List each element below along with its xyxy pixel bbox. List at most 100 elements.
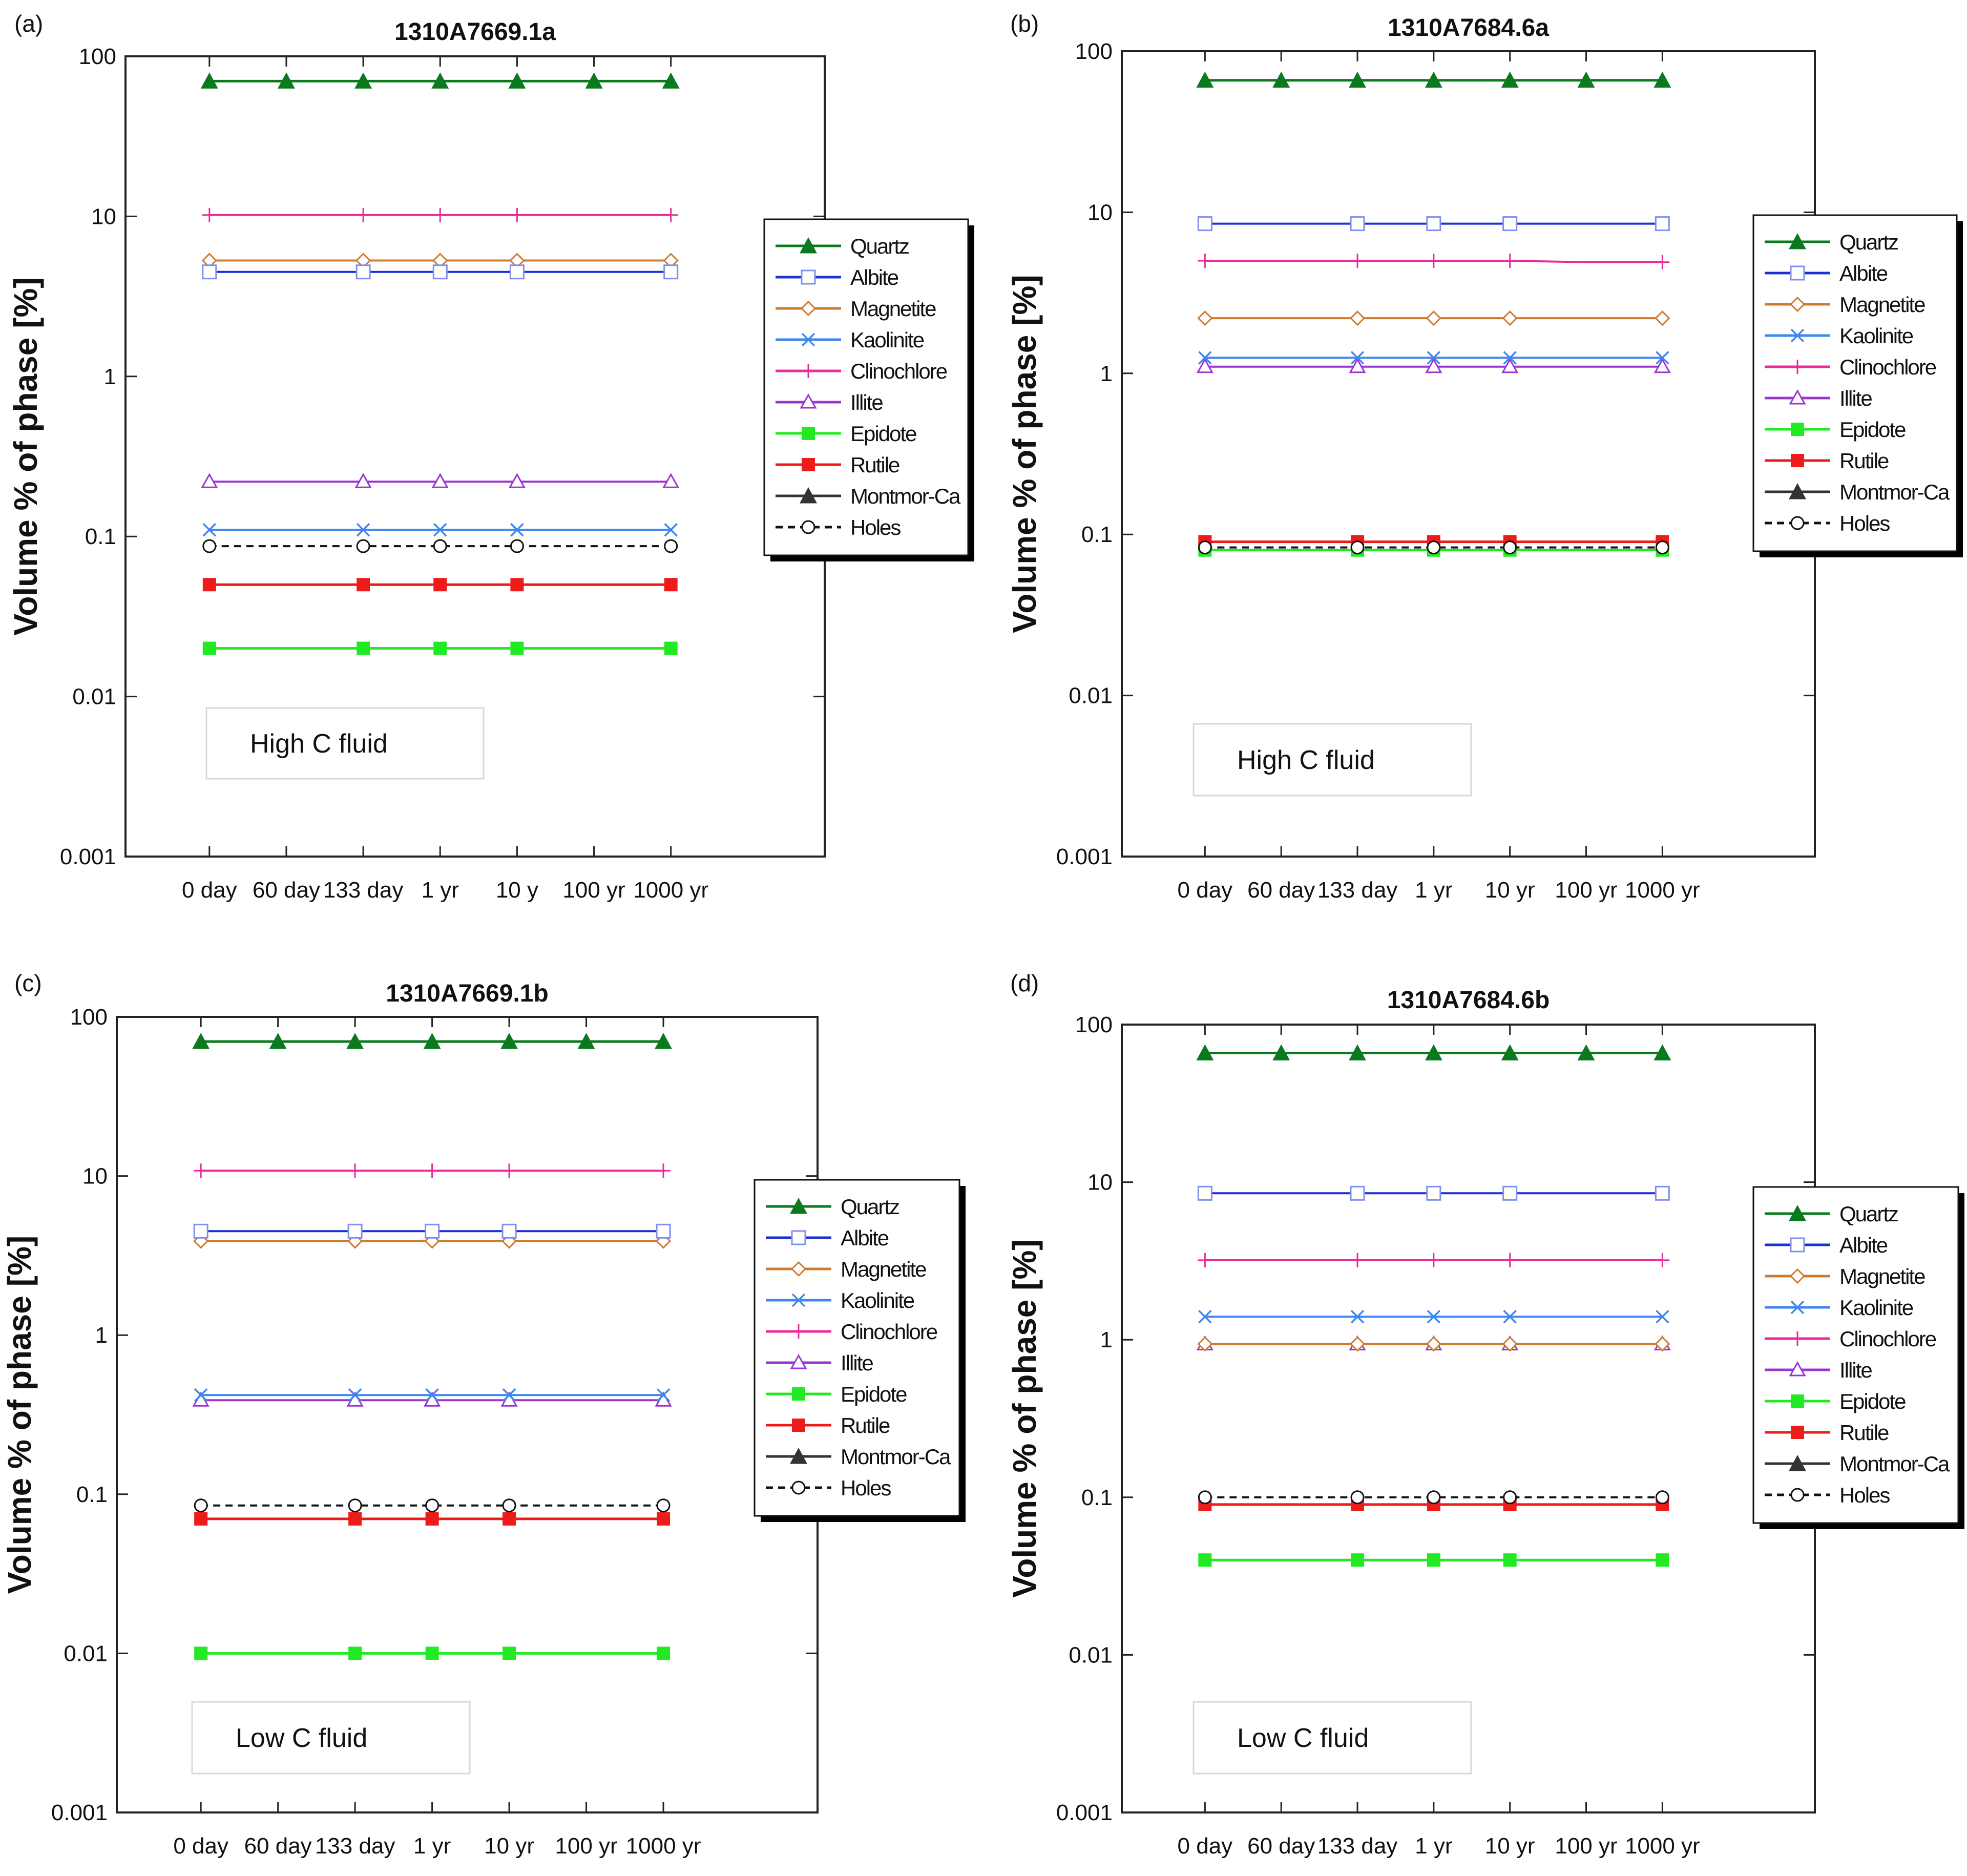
x-tick-label: 0 day bbox=[1178, 1833, 1233, 1859]
data-point bbox=[1350, 216, 1365, 232]
x-tick-label: 100 yr bbox=[1555, 1833, 1617, 1859]
x-tick-label: 1000 yr bbox=[1625, 878, 1700, 903]
legend-marker bbox=[791, 1481, 806, 1495]
data-point bbox=[662, 473, 680, 488]
data-point bbox=[193, 1223, 208, 1239]
y-tick-label: 0.001 bbox=[1056, 1800, 1113, 1825]
y-axis-label: Volume % of phase [%] bbox=[1006, 275, 1043, 633]
legend-marker bbox=[1789, 1361, 1806, 1377]
data-point bbox=[1654, 358, 1671, 373]
fluid-annotation-text: Low C fluid bbox=[236, 1723, 367, 1753]
data-point bbox=[1655, 216, 1670, 232]
data-point bbox=[657, 1646, 671, 1660]
data-point bbox=[201, 473, 218, 488]
data-point bbox=[1350, 254, 1365, 268]
y-tick-label: 1 bbox=[95, 1323, 108, 1348]
series-kaolinite bbox=[202, 523, 678, 537]
legend-label: Holes bbox=[1839, 1483, 1890, 1507]
data-point bbox=[502, 1163, 517, 1178]
legend-marker bbox=[800, 300, 817, 317]
x-tick-label: 60 day bbox=[1247, 1833, 1315, 1859]
chart-title: 1310A7684.6a bbox=[1388, 14, 1549, 41]
fluid-annotation-box bbox=[1192, 723, 1472, 797]
series-clinochlore bbox=[202, 207, 678, 222]
x-tick-label: 1 yr bbox=[1415, 878, 1452, 903]
legend-marker bbox=[800, 487, 817, 504]
data-point bbox=[500, 1033, 518, 1049]
x-tick-label: 10 yr bbox=[1485, 878, 1535, 903]
legend-marker bbox=[800, 393, 817, 409]
data-point bbox=[1196, 1044, 1214, 1060]
legend-marker bbox=[1789, 483, 1806, 499]
legend-label: Albite bbox=[1839, 1233, 1888, 1257]
legend-marker bbox=[802, 458, 815, 471]
data-point bbox=[425, 1163, 440, 1178]
legend-marker bbox=[1789, 1268, 1806, 1284]
y-tick-label: 0.001 bbox=[60, 844, 116, 869]
data-point bbox=[433, 578, 447, 592]
legend-label: Epidote bbox=[1839, 418, 1906, 442]
data-point bbox=[663, 207, 678, 222]
data-point bbox=[1502, 1336, 1518, 1352]
y-tick-label: 10 bbox=[82, 1164, 108, 1189]
data-point bbox=[1427, 1553, 1440, 1567]
data-point bbox=[664, 539, 678, 553]
y-tick-label: 0.1 bbox=[76, 1482, 108, 1507]
x-tick-label: 1 yr bbox=[422, 878, 459, 903]
data-point bbox=[1656, 1310, 1669, 1324]
series-clinochlore bbox=[1198, 1253, 1670, 1267]
data-point bbox=[1350, 1310, 1365, 1324]
legend-marker bbox=[1789, 1205, 1806, 1221]
data-point bbox=[200, 72, 218, 89]
data-point bbox=[664, 578, 678, 592]
panel-tag: (d) bbox=[1010, 970, 1039, 996]
plot-frame bbox=[116, 1016, 819, 1814]
data-point bbox=[202, 264, 217, 280]
legend-marker bbox=[1791, 423, 1804, 436]
data-point bbox=[1577, 71, 1595, 88]
legend-marker bbox=[1790, 516, 1805, 530]
data-point bbox=[1197, 216, 1212, 232]
legend-label: Montmor-Ca bbox=[1839, 480, 1950, 504]
data-point bbox=[1351, 1553, 1365, 1567]
data-point bbox=[348, 1498, 362, 1513]
legend-label: Rutile bbox=[1839, 1421, 1889, 1445]
data-point bbox=[501, 1223, 517, 1239]
data-point bbox=[1501, 1044, 1519, 1060]
fluid-annotation-box bbox=[1192, 1701, 1472, 1775]
x-tick-label: 133 day bbox=[1317, 878, 1398, 903]
data-point bbox=[1272, 1044, 1290, 1060]
legend: Quartz Albite Magnetite Kaolinite Clinochlor… bbox=[1752, 1186, 1964, 1529]
data-point bbox=[1197, 1185, 1212, 1201]
x-tick-label: 133 day bbox=[1317, 1833, 1398, 1859]
data-point bbox=[1426, 1336, 1441, 1352]
series-albite bbox=[1197, 1185, 1670, 1201]
fluid-annotation-text: High C fluid bbox=[1237, 745, 1375, 775]
legend-marker bbox=[801, 520, 815, 534]
data-point bbox=[1427, 540, 1441, 555]
data-point bbox=[510, 207, 525, 222]
data-point bbox=[508, 72, 526, 89]
data-point bbox=[425, 1388, 439, 1402]
data-point bbox=[656, 1163, 671, 1178]
legend-marker bbox=[801, 269, 816, 285]
data-point bbox=[194, 1498, 208, 1513]
data-point bbox=[202, 523, 217, 537]
legend-label: Epidote bbox=[1839, 1389, 1906, 1413]
data-point bbox=[663, 264, 679, 280]
data-point bbox=[509, 264, 525, 280]
legend-marker bbox=[801, 364, 815, 378]
legend-label: Albite bbox=[850, 265, 898, 289]
x-tick-label: 100 yr bbox=[562, 878, 625, 903]
fluid-annotation-box bbox=[205, 707, 485, 780]
legend-label: Quartz bbox=[841, 1195, 899, 1219]
legend-label: Kaolinite bbox=[1839, 324, 1913, 348]
data-point bbox=[510, 641, 524, 655]
data-point bbox=[508, 473, 526, 488]
chart-panel-4: (d) 1310A7684.6b Volume % of phase [%] 0.00… bbox=[1006, 970, 1964, 1859]
legend-marker bbox=[792, 1419, 805, 1432]
y-tick-label: 1 bbox=[104, 364, 116, 389]
series-rutile bbox=[194, 1512, 671, 1526]
series-magnetite bbox=[1197, 1336, 1670, 1352]
data-point bbox=[433, 641, 447, 655]
